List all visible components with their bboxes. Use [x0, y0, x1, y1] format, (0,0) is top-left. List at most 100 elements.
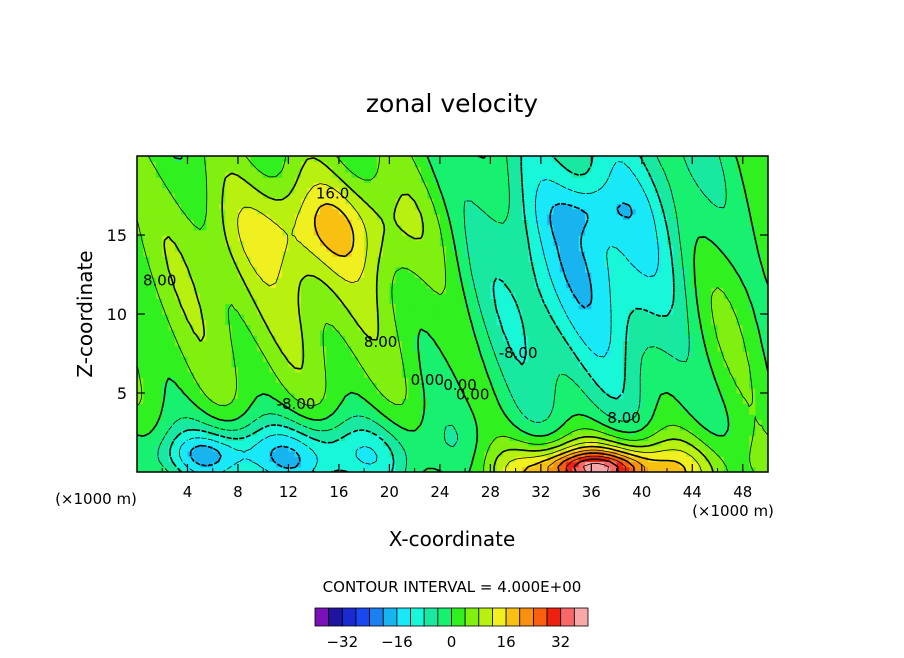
field-cell: [635, 371, 643, 378]
field-cell: [193, 240, 201, 247]
field-cell: [547, 366, 555, 373]
field-cell: [137, 213, 144, 220]
field-cell: [509, 440, 517, 447]
field-cell: [244, 256, 252, 262]
field-cell: [319, 435, 327, 441]
field-cell: [395, 287, 403, 294]
field-cell: [648, 387, 656, 394]
field-cell: [736, 229, 744, 236]
field-cell: [326, 219, 334, 226]
field-cell: [698, 266, 706, 273]
field-cell: [566, 224, 573, 231]
field-cell: [471, 292, 479, 299]
field-cell: [219, 256, 226, 262]
field-cell: [534, 403, 542, 410]
field-cell: [206, 329, 214, 336]
field-cell: [477, 382, 485, 389]
field-cell: [717, 466, 725, 472]
field-cell: [622, 398, 630, 405]
field-cell: [692, 271, 700, 278]
field-cell: [654, 329, 662, 336]
field-cell: [603, 393, 611, 399]
field-cell: [237, 292, 245, 299]
field-cell: [553, 335, 561, 341]
field-cell: [673, 324, 681, 331]
field-cell: [704, 314, 712, 320]
field-cell: [515, 292, 523, 299]
field-cell: [301, 356, 308, 362]
field-cell: [742, 408, 750, 415]
field-cell: [332, 424, 340, 431]
field-cell: [294, 261, 302, 268]
field-cell: [509, 461, 517, 468]
field-cell: [540, 445, 548, 452]
field-cell: [585, 356, 592, 362]
field-cell: [711, 361, 719, 368]
field-cell: [269, 298, 277, 305]
field-cell: [521, 261, 529, 268]
field-cell: [502, 240, 510, 247]
field-cell: [610, 382, 618, 389]
field-cell: [723, 229, 731, 236]
field-cell: [698, 219, 706, 226]
field-cell: [458, 261, 466, 268]
field-cell: [231, 340, 239, 347]
field-cell: [395, 250, 403, 257]
field-cell: [585, 324, 592, 331]
field-cell: [269, 340, 277, 347]
field-cell: [648, 424, 656, 431]
field-cell: [155, 319, 163, 326]
field-cell: [301, 261, 308, 268]
field-cell: [206, 414, 214, 420]
field-cell: [641, 287, 649, 294]
field-cell: [515, 419, 523, 426]
field-cell: [755, 240, 763, 247]
field-cell: [660, 303, 668, 310]
field-cell: [414, 308, 422, 315]
field-cell: [187, 414, 195, 420]
field-cell: [572, 377, 580, 384]
field-cell: [465, 245, 473, 252]
field-cell: [635, 350, 643, 357]
field-cell: [685, 261, 693, 268]
field-cell: [225, 235, 233, 241]
field-cell: [452, 456, 460, 463]
field-cell: [338, 219, 346, 226]
field-cell: [231, 466, 239, 472]
field-cell: [357, 345, 365, 352]
field-cell: [383, 266, 390, 273]
field-cell: [528, 403, 536, 410]
field-cell: [673, 261, 681, 268]
field-cell: [181, 287, 189, 294]
field-cell: [667, 319, 674, 326]
field-cell: [143, 393, 151, 399]
field-cell: [749, 445, 756, 452]
field-cell: [376, 324, 384, 331]
field-cell: [641, 414, 649, 420]
field-cell: [566, 235, 573, 241]
field-cell: [193, 461, 201, 468]
field-cell: [465, 440, 473, 447]
field-cell: [389, 382, 397, 389]
field-cell: [137, 329, 144, 336]
field-cell: [326, 350, 334, 357]
field-cell: [389, 245, 397, 252]
field-cell: [572, 245, 580, 252]
field-cell: [660, 419, 668, 426]
field-cell: [351, 414, 359, 420]
field-cell: [181, 235, 189, 241]
field-cell: [730, 382, 738, 389]
field-cell: [629, 240, 637, 247]
field-cell: [326, 277, 334, 283]
field-cell: [673, 298, 681, 305]
field-cell: [313, 329, 321, 336]
field-cell: [269, 287, 277, 294]
field-cell: [263, 308, 271, 315]
field-cell: [420, 314, 428, 320]
field-cell: [345, 282, 353, 289]
field-cell: [490, 377, 498, 384]
field-cell: [433, 250, 441, 257]
field-cell: [603, 429, 611, 436]
field-cell: [490, 208, 498, 215]
field-cell: [509, 245, 517, 252]
